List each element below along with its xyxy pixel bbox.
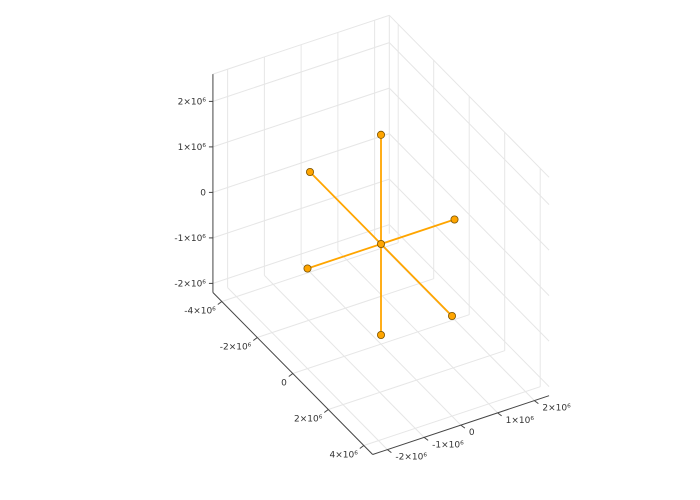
- data-point: [450, 215, 459, 224]
- grid-line-y: [227, 287, 388, 450]
- grid-layer: [212, 14, 550, 450]
- y-tick-mark: [460, 424, 466, 429]
- grid-line-z: [212, 224, 390, 284]
- grid-line-y: [264, 274, 425, 438]
- series-lines: [307, 134, 455, 335]
- z-tick-label: 0: [200, 188, 206, 198]
- grid-line-z: [388, 87, 550, 251]
- x-tick-mark: [288, 373, 294, 377]
- grid-line-z: [388, 42, 550, 205]
- grid-line-z: [388, 224, 550, 387]
- tick-label-layer: -4×10⁶ -2×10⁶ 0 2×10⁶ 4×10⁶ -2×10⁶ -1×10⁶ 0 1×10…: [174, 97, 571, 462]
- x-tick-label: -2×10⁶: [220, 343, 252, 353]
- grid-edge: [388, 14, 550, 178]
- data-point: [376, 130, 385, 139]
- z-tick-label: 2×10⁶: [178, 97, 207, 107]
- data-point: [376, 330, 385, 339]
- y-tick-label: 0: [469, 428, 475, 438]
- x-tick-label: 2×10⁶: [294, 415, 323, 425]
- z-tick-label: -1×10⁶: [174, 234, 206, 244]
- data-point: [376, 239, 385, 248]
- x-tick-mark: [323, 409, 329, 413]
- z-tick-label: -2×10⁶: [174, 279, 206, 289]
- grid-line-z: [212, 133, 390, 193]
- x-tick-mark: [253, 337, 258, 341]
- grid-line-z: [388, 133, 550, 296]
- axis-layer: [208, 74, 550, 455]
- y-tick-label: 1×10⁶: [506, 416, 535, 426]
- x-tick-label: -4×10⁶: [184, 307, 216, 317]
- x-tick-mark: [359, 445, 365, 449]
- y-tick-mark: [423, 436, 429, 441]
- grid-line-z: [212, 87, 390, 148]
- data-point: [305, 167, 314, 176]
- y-tick-mark: [497, 412, 502, 417]
- y-tick-mark: [387, 449, 392, 454]
- grid-line-z: [212, 42, 390, 102]
- x-tick-label: 0: [281, 379, 287, 389]
- y-tick-label: -1×10⁶: [432, 440, 464, 450]
- x-tick-label: 4×10⁶: [329, 451, 358, 461]
- y-tick-label: 2×10⁶: [542, 404, 571, 414]
- grid-edge: [212, 14, 390, 75]
- grid-line-y: [300, 262, 462, 426]
- data-point: [447, 311, 456, 320]
- grid-line-y: [337, 250, 498, 414]
- series-points: [303, 130, 459, 339]
- data-point: [303, 264, 312, 273]
- grid-line-z: [212, 178, 390, 239]
- y-tick-mark: [534, 400, 539, 405]
- grid-line-z: [388, 178, 550, 342]
- z-tick-label: 1×10⁶: [178, 143, 207, 153]
- x-tick-mark: [217, 301, 223, 305]
- y-tick-label: -2×10⁶: [395, 453, 427, 463]
